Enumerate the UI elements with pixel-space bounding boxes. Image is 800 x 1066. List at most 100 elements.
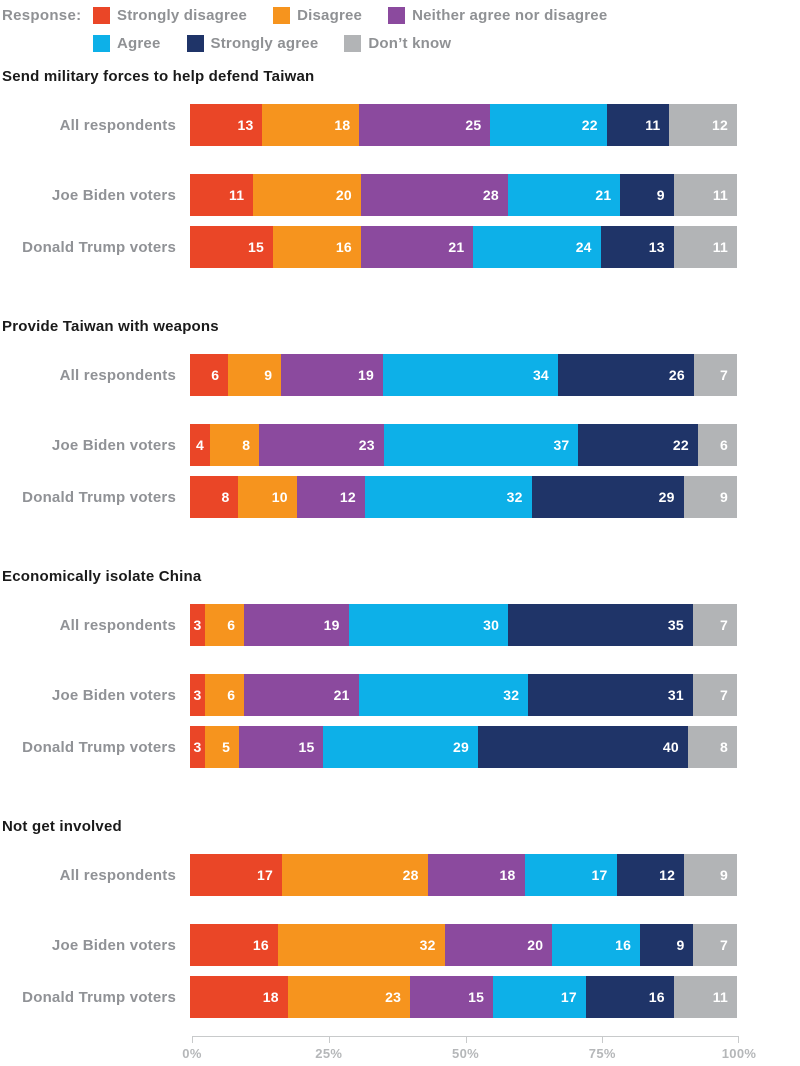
segment-value: 9 [676,937,685,953]
axis-tick-label: 100% [721,1046,757,1061]
stacked-bar: 16 32 20 16 9 7 [190,924,737,966]
segment-value: 20 [527,937,544,953]
bar-segment: 17 [190,854,282,896]
bar-segment: 11 [673,226,737,268]
bar-segment: 6 [205,674,245,716]
row-label: Joe Biden voters [51,686,176,704]
segment-value: 34 [532,367,549,383]
axis-tick-label: 50% [452,1046,479,1061]
bar-segment: 29 [323,726,479,768]
bar-segment: 8 [687,726,737,768]
segment-value: 9 [720,489,728,505]
segment-value: 7 [720,687,729,703]
bar-segment: 3 [190,604,206,646]
segment-value: 26 [668,367,685,383]
stacked-bar: 11 20 28 21 9 11 [190,174,738,216]
stacked-bar: 18 23 15 17 16 11 [190,976,737,1018]
chart-row: Joe Biden voters 16 32 20 16 9 7 [2,924,800,966]
legend-label: Neither agree nor disagree [412,6,608,24]
bar-segment: 3 [190,674,206,716]
segment-value: 30 [483,617,500,633]
bar-segment: 37 [383,424,579,466]
legend-item-agree: Agree [93,34,161,52]
bar-segment: 11 [606,104,670,146]
segment-value: 11 [712,989,728,1005]
bar-segment: 7 [692,674,738,716]
segment-value: 32 [419,937,436,953]
stacked-bar: 3 5 15 29 40 8 [190,726,737,768]
segment-value: 32 [503,687,520,703]
segment-value: 16 [648,989,665,1005]
segment-value: 8 [242,437,251,453]
segment-value: 5 [222,739,231,755]
agree-swatch-icon [93,34,110,52]
chart-section: Provide Taiwan with weapons All responden… [2,318,800,518]
legend-label: Disagree [297,6,363,24]
chart-row: Donald Trump voters 18 23 15 17 16 11 [2,976,800,1018]
segment-value: 3 [193,687,202,703]
segment-value: 15 [247,239,264,255]
segment-value: 31 [667,687,684,703]
section-title: Economically isolate China [2,568,202,585]
segment-value: 18 [499,867,516,883]
stacked-bar: 13 18 25 22 11 12 [190,104,737,146]
row-label: Joe Biden voters [51,436,176,454]
bar-segment: 7 [693,924,737,966]
bar-segment: 31 [528,674,693,716]
bar-segment: 18 [190,976,288,1018]
bar-segment: 3 [190,726,206,768]
segment-value: 40 [662,739,679,755]
segment-value: 23 [385,989,402,1005]
bar-segment: 7 [693,354,737,396]
row-label: Joe Biden voters [51,186,176,204]
axis-tick [602,1037,604,1043]
axis-tick-label: 75% [588,1046,616,1061]
bar-segment: 20 [253,174,361,216]
segment-value: 16 [615,937,632,953]
chart-row: All respondents 6 9 19 34 26 7 [2,354,800,396]
segment-value: 6 [211,367,220,383]
bar-segment: 22 [490,104,607,146]
bar-segment: 32 [364,476,532,518]
row-label: Donald Trump voters [22,488,176,506]
axis-tick-label: 25% [315,1046,343,1061]
bar-segment: 9 [228,354,282,396]
bar-segment: 17 [493,976,586,1018]
segment-value: 37 [553,437,570,453]
dont-know-swatch-icon [344,34,362,52]
bar-segment: 23 [287,976,411,1018]
legend-label: Don’t know [368,34,452,52]
section-title: Provide Taiwan with weapons [2,318,219,335]
legend-row-2: Agree Strongly agree Don’t know [2,34,800,52]
x-axis-line: 0% 25% 50% 75% 100% [182,1036,756,1066]
x-axis: 0% 25% 50% 75% 100% [2,1036,800,1066]
strongly-disagree-swatch-icon [93,6,110,24]
bar-segment: 18 [262,104,360,146]
chart-row: Donald Trump voters 15 16 21 24 13 11 [2,226,800,268]
chart-sections: Send military forces to help defend Taiw… [2,68,800,1018]
stacked-bar: 4 8 23 37 22 6 [190,424,737,466]
bar-segment: 13 [190,104,263,146]
segment-value: 3 [193,739,202,755]
bar-segment: 20 [444,924,553,966]
segment-value: 8 [221,489,230,505]
bar-segment: 21 [244,674,359,716]
bar-segment: 34 [382,354,558,396]
bar-segment: 40 [478,726,688,768]
segment-value: 7 [720,617,728,633]
bar-segment: 9 [620,174,674,216]
bar-segment: 30 [348,604,509,646]
section-title: Not get involved [2,818,122,835]
segment-value: 16 [252,937,269,953]
bar-segment: 16 [272,226,361,268]
bar-segment: 21 [507,174,621,216]
row-label: All respondents [59,116,176,134]
section-title: Send military forces to help defend Taiw… [2,68,315,85]
axis-tick-label: 0% [182,1046,202,1061]
segment-value: 20 [335,187,352,203]
row-label: All respondents [59,616,176,634]
segment-value: 11 [229,187,245,203]
chart-row: Donald Trump voters 8 10 12 32 29 9 [2,476,800,518]
bar-segment: 7 [692,604,737,646]
legend: Response: Strongly disagree Disagree Nei… [2,6,800,52]
